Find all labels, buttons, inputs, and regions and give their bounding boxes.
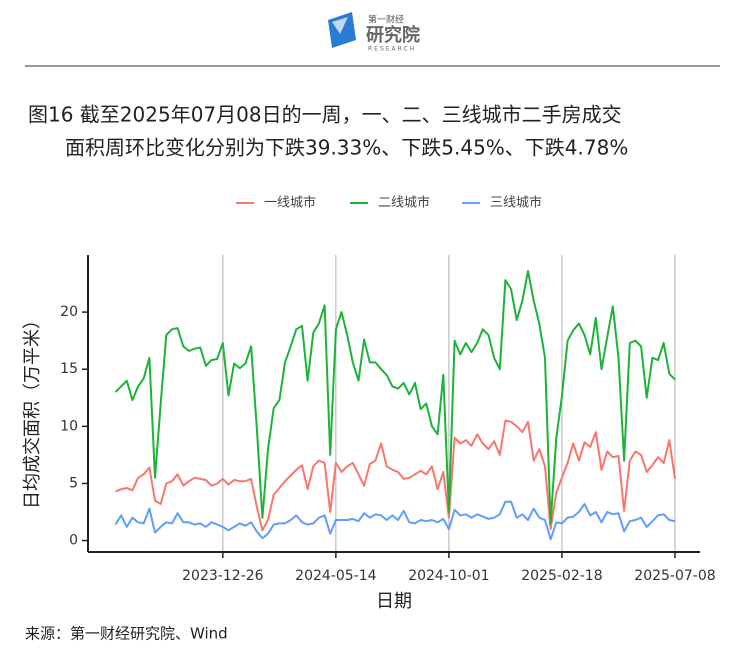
x-tick-label: 2024-05-14 — [295, 568, 376, 584]
x-tick-label: 2023-12-26 — [182, 568, 263, 584]
y-tick-label: 5 — [69, 475, 78, 491]
x-tick-label: 2024-10-01 — [408, 568, 489, 584]
logo-icon — [328, 12, 356, 48]
logo-sub: RESEARCH — [368, 46, 416, 53]
y-tick-label: 0 — [69, 533, 78, 549]
logo-main: 研究院 — [366, 24, 420, 46]
chart-title: 图16 截至2025年07月08日的一周，一、二、三线城市二手房成交 — [28, 103, 622, 127]
legend-label: 一线城市 — [264, 195, 316, 211]
series-line — [114, 500, 676, 541]
x-axis-label: 日期 — [376, 591, 412, 612]
logo: 第一财经 研究院 RESEARCH — [328, 12, 420, 53]
y-tick-label: 10 — [60, 418, 78, 434]
x-tick-label: 2025-02-18 — [521, 568, 602, 584]
legend-label: 三线城市 — [490, 195, 542, 211]
logo-top: 第一财经 — [368, 14, 404, 26]
x-tick-label: 2025-07-08 — [634, 568, 715, 584]
series-line — [114, 270, 676, 525]
source: 来源：第一财经研究院、Wind — [25, 625, 228, 643]
series-line — [115, 419, 676, 532]
legend-label: 二线城市 — [378, 195, 430, 211]
y-axis-label: 日均成交面积（万平米） — [22, 311, 43, 509]
logo-icon-highlight — [332, 17, 348, 34]
chart-title: 面积周环比变化分别为下跌39.33%、下跌5.45%、下跌4.78% — [65, 136, 628, 160]
y-tick-label: 15 — [60, 361, 78, 377]
y-tick-label: 20 — [60, 304, 78, 320]
